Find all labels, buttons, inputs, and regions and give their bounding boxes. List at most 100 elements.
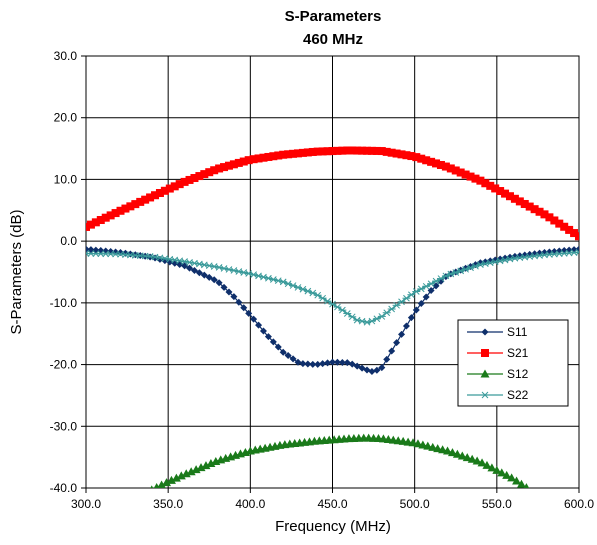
data-point — [224, 161, 233, 170]
data-point — [387, 148, 396, 157]
data-point — [259, 273, 268, 281]
data-point — [392, 301, 401, 309]
data-point — [348, 313, 357, 321]
data-point — [126, 202, 135, 211]
data-point — [299, 360, 307, 368]
data-point — [457, 451, 467, 460]
data-point — [153, 482, 160, 488]
data-point — [383, 355, 391, 363]
y-tick-label: 30.0 — [54, 49, 78, 63]
data-point — [510, 194, 519, 203]
data-point — [353, 146, 362, 155]
data-point — [338, 306, 347, 314]
legend-marker — [481, 391, 489, 399]
data-point — [466, 172, 475, 181]
data-point — [467, 454, 477, 463]
data-point — [456, 168, 465, 177]
data-point — [289, 355, 297, 363]
data-point — [496, 187, 505, 196]
data-point — [259, 153, 268, 162]
x-tick-label: 300.0 — [71, 497, 101, 511]
legend-item-s12: S12 — [467, 367, 529, 381]
data-point — [162, 478, 172, 487]
legend-label: S11 — [507, 325, 528, 339]
x-tick-label: 400.0 — [235, 497, 265, 511]
x-tick-label: 500.0 — [400, 497, 430, 511]
data-point — [96, 216, 105, 225]
data-point — [255, 321, 263, 329]
data-point — [249, 155, 258, 164]
data-point — [314, 360, 322, 368]
data-point — [422, 156, 431, 165]
legend-box — [457, 319, 569, 407]
data-point — [427, 287, 435, 295]
y-tick-label: -30.0 — [50, 419, 78, 433]
data-point — [230, 293, 238, 301]
data-point — [259, 327, 267, 335]
x-axis-label: Frequency (MHz) — [275, 518, 391, 535]
y-tick-labels: 30.0 20.0 10.0 0.0 -10.0 -20.0 -30.0 -40.0 — [50, 49, 78, 495]
data-point — [319, 360, 327, 368]
series-s21 — [86, 146, 579, 241]
data-point — [303, 148, 312, 157]
data-point — [215, 164, 224, 173]
data-point — [274, 151, 283, 160]
data-point — [432, 159, 441, 168]
data-point — [107, 247, 115, 255]
data-point — [190, 174, 199, 183]
data-point — [368, 367, 376, 375]
data-point — [382, 309, 391, 317]
data-point — [497, 468, 507, 477]
data-point — [239, 157, 248, 166]
data-point — [250, 315, 258, 323]
data-point — [343, 310, 352, 317]
data-point — [402, 294, 411, 302]
data-point — [530, 205, 539, 214]
data-point — [235, 298, 243, 306]
series-s12 — [150, 433, 530, 488]
data-point — [200, 170, 209, 179]
data-point — [333, 358, 341, 366]
data-point — [560, 222, 569, 231]
data-point — [472, 456, 482, 465]
data-point — [249, 271, 258, 279]
data-point — [244, 156, 253, 165]
data-point — [575, 248, 579, 256]
data-point — [293, 149, 302, 158]
data-point — [170, 182, 179, 191]
data-point — [136, 197, 145, 206]
data-point — [86, 245, 90, 253]
data-point — [402, 322, 410, 330]
data-point — [175, 180, 184, 189]
x-tick-labels: 300.0 350.0 400.0 450.0 500.0 550.0 600.0 — [71, 497, 594, 511]
data-point — [166, 475, 176, 484]
data-point — [328, 147, 337, 156]
data-point — [447, 448, 457, 457]
data-point — [343, 359, 351, 367]
data-point — [372, 146, 381, 155]
data-point — [157, 480, 166, 488]
data-point — [294, 358, 302, 366]
data-point — [363, 146, 372, 155]
data-point — [324, 359, 332, 367]
data-point — [487, 463, 497, 472]
data-point — [570, 229, 579, 238]
legend-label: S21 — [507, 346, 529, 360]
data-point — [516, 479, 526, 488]
data-point — [171, 473, 181, 482]
data-point — [201, 461, 211, 470]
data-point — [131, 200, 140, 209]
y-tick-label: -20.0 — [50, 358, 78, 372]
data-point — [206, 459, 216, 468]
x-tick-label: 450.0 — [317, 497, 347, 511]
data-point — [412, 306, 420, 314]
data-point — [240, 304, 248, 312]
grid-lines — [81, 55, 580, 493]
data-point — [397, 150, 406, 159]
data-point — [313, 147, 322, 156]
data-point — [318, 147, 327, 156]
data-point — [436, 160, 445, 169]
data-point — [210, 166, 219, 175]
data-point — [392, 149, 401, 158]
